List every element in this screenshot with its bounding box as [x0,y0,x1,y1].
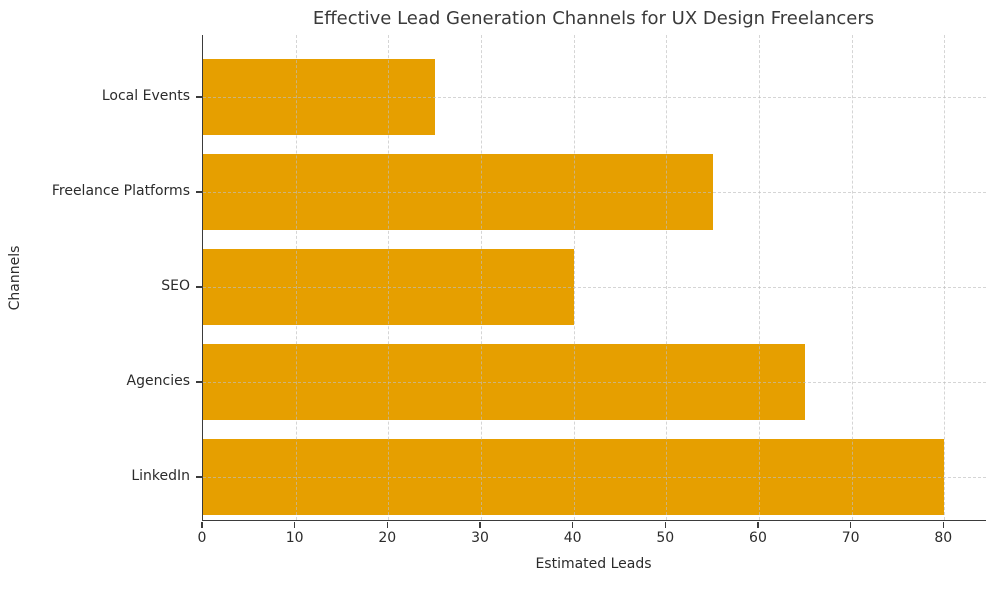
x-axis-label: Estimated Leads [535,556,652,572]
gridline-y-local-events [203,97,986,98]
y-tick-mark-freelance-platforms [196,191,202,193]
y-tick-label-agencies: Agencies [126,373,190,389]
gridline-y-linkedin [203,477,986,478]
x-tick-mark-60 [757,521,759,528]
x-tick-mark-0 [201,521,203,528]
x-tick-mark-50 [664,521,666,528]
gridline-x-40 [573,35,575,520]
gridline-x-80 [944,35,946,520]
y-tick-mark-local-events [196,96,202,98]
x-tick-label-30: 30 [471,530,489,546]
x-tick-mark-40 [571,521,574,528]
x-tick-mark-80 [942,521,944,528]
x-tick-label-80: 80 [934,530,953,546]
x-tick-mark-30 [479,521,481,528]
gridline-y-seo [203,287,986,288]
x-tick-mark-10 [293,521,296,528]
x-tick-mark-70 [849,521,852,528]
gridline-y-freelance-platforms [203,192,986,193]
x-tick-label-60: 60 [749,530,767,546]
y-tick-mark-seo [196,286,202,288]
x-tick-label-70: 70 [841,530,860,546]
y-tick-label-seo: SEO [161,278,190,294]
y-tick-label-local-events: Local Events [101,88,190,104]
gridline-x-50 [666,35,668,520]
x-tick-label-10: 10 [285,530,304,546]
x-tick-label-50: 50 [656,530,675,546]
gridline-y-agencies [203,382,986,383]
gridline-x-20 [388,35,390,520]
x-tick-mark-20 [386,521,389,528]
plot-area [202,35,986,521]
gridline-x-30 [480,35,482,520]
y-tick-label-freelance-platforms: Freelance Platforms [51,183,190,199]
gridline-x-60 [758,35,760,520]
y-tick-label-linkedin: LinkedIn [131,468,190,484]
x-tick-label-20: 20 [378,530,397,546]
x-tick-label-0: 0 [197,530,207,546]
gridline-x-10 [295,35,297,520]
chart-title: Effective Lead Generation Channels for U… [312,8,875,29]
y-tick-mark-linkedin [196,476,202,478]
y-tick-mark-agencies [196,381,202,383]
x-tick-label-40: 40 [563,530,582,546]
gridline-x-70 [851,35,853,520]
